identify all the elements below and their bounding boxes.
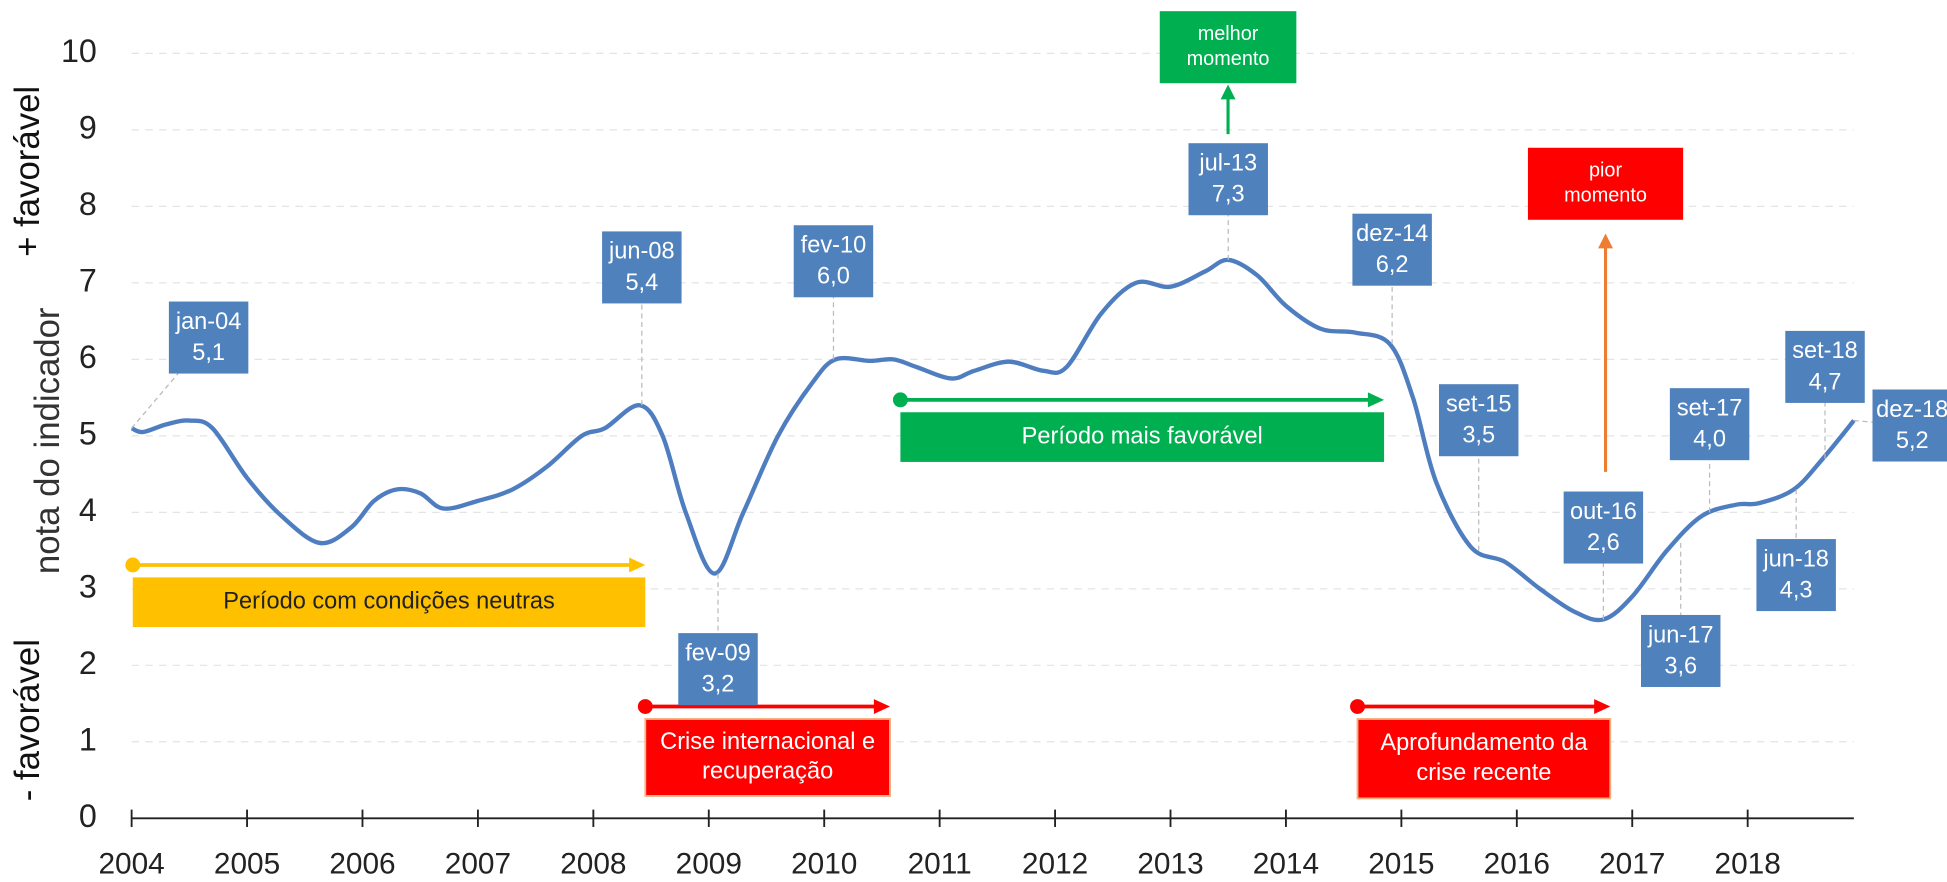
y-tick-label: 7 [79,262,97,298]
x-tick-label: 2010 [791,847,857,880]
highlight-arrow-head [1598,233,1613,249]
callout-date: fev-10 [801,232,867,258]
x-tick-label: 2006 [329,847,395,880]
callout-date: jun-08 [608,238,675,264]
callout-date: set-15 [1446,391,1512,417]
highlight-box [1159,11,1297,84]
x-tick-label: 2016 [1484,847,1550,880]
period-box [900,412,1385,462]
callout-box [1188,143,1268,216]
y-tick-label: 9 [79,109,97,145]
callout-value: 3,2 [702,671,735,697]
callout-value: 4,7 [1809,368,1842,394]
callout-date: jun-18 [1762,545,1829,571]
callout-box [1756,539,1836,612]
callout-box [1872,389,1947,462]
callout-date: fev-09 [685,639,751,665]
y-tick-label: 8 [79,186,97,222]
period-label: Aprofundamento da [1380,729,1588,755]
y-tick-label: 2 [79,645,97,681]
callout-box [1669,388,1750,461]
period-arrow-start [125,557,141,573]
period-arrow-head [1367,392,1385,408]
x-tick-label: 2015 [1368,847,1434,880]
y-tick-label: 10 [61,33,97,69]
callout-value: 6,0 [817,263,850,289]
callout-box [602,231,682,304]
x-tick-label: 2007 [445,847,511,880]
x-tick-label: 2013 [1137,847,1203,880]
callout-date: out-16 [1570,498,1637,524]
period-label: Período mais favorável [1022,422,1263,448]
top-label: + favorável [9,86,47,257]
period-label: recuperação [702,758,833,784]
callout-box [1640,614,1721,687]
y-tick-label: 5 [79,415,97,451]
x-tick-label: 2008 [560,847,626,880]
y-tick-label: 1 [79,721,97,757]
x-tick-label: 2004 [98,847,164,880]
callout-box [1438,384,1519,457]
highlight-label: melhor [1198,23,1259,45]
callout-value: 5,2 [1896,427,1929,453]
callout-value: 4,0 [1693,426,1726,452]
y-axis-label: nota do indicador [29,308,67,575]
y-tick-label: 3 [79,568,97,604]
period-box [132,577,646,628]
period-arrow-head [1594,699,1611,714]
highlight-arrow-head [1220,84,1236,100]
period-arrow-head [629,557,646,573]
callout-value: 3,5 [1462,422,1495,448]
callout-value: 4,3 [1780,576,1813,602]
callout-value: 5,1 [192,339,225,365]
callout-box [1352,213,1432,286]
y-tick-label: 6 [79,339,97,375]
period-label: Crise internacional e [660,728,875,754]
x-tick-label: 2009 [676,847,742,880]
callout-date: dez-14 [1356,220,1428,246]
y-tick-label: 4 [79,492,97,528]
callout-box [793,225,874,298]
callout-value: 7,3 [1212,181,1245,207]
callout-date: dez-18 [1876,396,1947,422]
callout-date: jun-17 [1647,621,1714,647]
period-box [1356,718,1612,800]
period-arrow-start [1350,699,1365,714]
callout-value: 5,4 [625,269,658,295]
callout-date: jan-04 [175,308,242,334]
period-arrow-start [892,392,908,408]
x-tick-label: 2011 [908,847,972,880]
y-tick-label: 0 [79,798,97,834]
highlight-label: pior [1589,160,1623,182]
highlight-box [1527,147,1684,220]
callout-value: 2,6 [1587,529,1620,555]
bottom-label: - favorável [9,639,47,801]
highlight-label: momento [1564,184,1647,206]
callout-box [678,633,758,706]
callout-date: jul-13 [1198,150,1257,176]
callout-box [1563,491,1644,564]
x-tick-label: 2018 [1715,847,1781,880]
highlight-label: momento [1187,48,1270,70]
callout-value: 6,2 [1376,251,1409,277]
x-tick-label: 2012 [1022,847,1088,880]
x-tick-label: 2014 [1253,847,1319,880]
period-label: crise recente [1416,759,1551,785]
callout-date: set-17 [1677,395,1743,421]
period-label: Período com condições neutras [223,587,555,613]
line [130,257,1856,623]
callout-box [168,301,249,374]
x-tick-label: 2005 [214,847,280,880]
callout-box [1785,330,1865,403]
callout-date: set-18 [1792,337,1858,363]
callout-value: 3,6 [1664,652,1697,678]
period-box [644,718,891,797]
period-arrow-head [873,699,891,714]
x-tick-label: 2017 [1599,847,1665,880]
period-arrow-start [637,699,653,714]
